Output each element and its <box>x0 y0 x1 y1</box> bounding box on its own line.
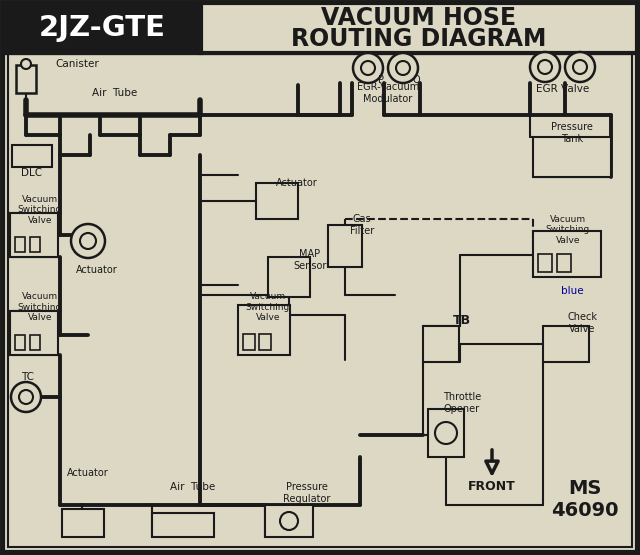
Bar <box>533 231 601 277</box>
Bar <box>30 237 40 252</box>
Text: Gas
Filter: Gas Filter <box>350 214 374 236</box>
Circle shape <box>71 224 105 258</box>
Bar <box>538 254 552 272</box>
Bar <box>256 183 298 219</box>
Text: Vacuum
Switching
Valve: Vacuum Switching Valve <box>18 195 62 225</box>
Text: Air  Tube: Air Tube <box>170 482 216 492</box>
Text: Actuator: Actuator <box>67 468 109 478</box>
Bar <box>259 334 271 350</box>
Bar <box>423 326 459 362</box>
Bar <box>12 145 52 167</box>
Bar <box>10 311 58 355</box>
Bar <box>152 513 214 537</box>
Text: TB: TB <box>453 314 471 326</box>
Text: MS
46090: MS 46090 <box>551 480 619 521</box>
Circle shape <box>80 233 96 249</box>
Circle shape <box>388 53 418 83</box>
Text: Actuator: Actuator <box>276 178 318 188</box>
Circle shape <box>530 52 560 82</box>
Text: Vacuum
Switching
Valve: Vacuum Switching Valve <box>246 292 290 322</box>
Bar <box>8 53 632 547</box>
Bar <box>533 137 611 177</box>
Text: Air  Tube: Air Tube <box>92 88 138 98</box>
Bar <box>201 3 637 53</box>
Bar <box>243 334 255 350</box>
Bar <box>15 237 25 252</box>
Circle shape <box>361 61 375 75</box>
Circle shape <box>280 512 298 530</box>
Text: P: P <box>378 75 384 85</box>
Text: DLC: DLC <box>21 168 43 178</box>
Bar <box>30 335 40 350</box>
Circle shape <box>565 52 595 82</box>
Circle shape <box>21 59 31 69</box>
Bar <box>238 305 290 355</box>
Circle shape <box>11 382 41 412</box>
Text: Pressure
Regulator: Pressure Regulator <box>284 482 331 504</box>
Bar <box>62 509 104 537</box>
Text: Canister: Canister <box>55 59 99 69</box>
Text: blue: blue <box>561 286 583 296</box>
Text: 2JZ-GTE: 2JZ-GTE <box>38 14 166 42</box>
Circle shape <box>538 60 552 74</box>
Bar <box>543 326 589 362</box>
Text: Check
Valve: Check Valve <box>567 312 597 334</box>
Circle shape <box>396 61 410 75</box>
Text: EGR-Vacuum
Modulator: EGR-Vacuum Modulator <box>357 82 419 104</box>
Bar <box>265 505 313 537</box>
Text: MAP
Sensor: MAP Sensor <box>293 249 326 271</box>
Bar <box>3 53 637 552</box>
Text: Vacuum
Switching
Valve: Vacuum Switching Valve <box>18 292 62 322</box>
Bar <box>428 409 464 457</box>
Bar <box>328 225 362 267</box>
Text: Q: Q <box>412 75 420 85</box>
Bar <box>16 65 36 93</box>
Bar <box>557 254 571 272</box>
Text: Pressure
Tank: Pressure Tank <box>551 122 593 144</box>
Circle shape <box>353 53 383 83</box>
Text: VACUUM HOSE: VACUUM HOSE <box>321 6 516 30</box>
Circle shape <box>573 60 587 74</box>
Circle shape <box>435 422 457 444</box>
Bar <box>3 3 201 53</box>
Text: Throttle
Opener: Throttle Opener <box>443 392 481 414</box>
Circle shape <box>19 390 33 404</box>
Text: EGR Valve: EGR Valve <box>536 84 589 94</box>
Text: TC: TC <box>22 372 35 382</box>
Bar <box>15 335 25 350</box>
Bar <box>268 257 310 297</box>
Text: FRONT: FRONT <box>468 481 516 493</box>
Bar <box>10 213 58 257</box>
Text: ROUTING DIAGRAM: ROUTING DIAGRAM <box>291 27 547 51</box>
Text: Vacuum
Switching
Valve: Vacuum Switching Valve <box>546 215 590 245</box>
Text: Actuator: Actuator <box>76 265 118 275</box>
